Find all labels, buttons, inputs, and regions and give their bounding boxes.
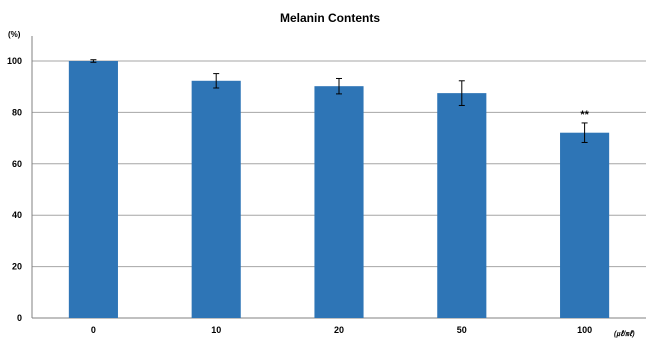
bar [437, 93, 487, 318]
bar [314, 86, 364, 318]
y-axis-unit: (%) [8, 30, 21, 39]
y-tick-label: 80 [12, 107, 22, 117]
x-tick-label: 20 [334, 325, 344, 335]
y-tick-label: 40 [12, 210, 22, 220]
x-axis-unit: (㎕/㎖) [614, 330, 635, 338]
x-axis-ticks: 0 10 20 50 100 [91, 325, 592, 335]
y-tick-label: 60 [12, 159, 22, 169]
bar [560, 132, 610, 318]
chart-title: Melanin Contents [280, 11, 380, 25]
y-tick-label: 100 [7, 56, 22, 66]
annotations: ** [580, 109, 589, 121]
x-tick-label: 10 [211, 325, 221, 335]
x-tick-label: 50 [457, 325, 467, 335]
y-tick-label: 20 [12, 262, 22, 272]
y-axis-ticks: 0 20 40 60 80 100 [7, 56, 22, 323]
bar [68, 61, 118, 318]
significance-marker: ** [580, 109, 589, 121]
bars [68, 61, 610, 318]
x-tick-label: 100 [577, 325, 592, 335]
y-tick-label: 0 [17, 313, 22, 323]
error-bars [90, 59, 588, 143]
x-tick-label: 0 [91, 325, 96, 335]
bar [191, 80, 241, 318]
